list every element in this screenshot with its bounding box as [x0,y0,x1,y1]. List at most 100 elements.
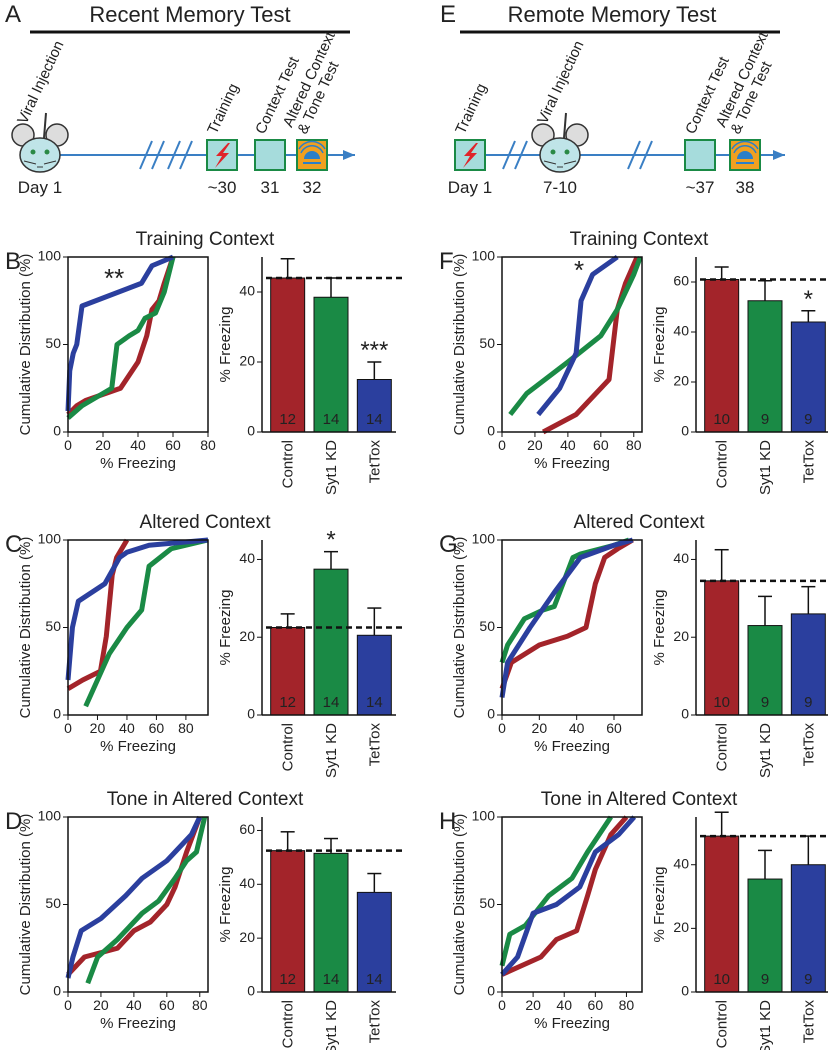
bar [790,864,826,993]
axis-break [167,140,193,170]
x-tick-label: 20 [93,997,109,1013]
x-tick-label: 20 [95,437,111,453]
x-tick-label: 20 [527,437,543,453]
axis-break [502,140,528,170]
event-box [684,139,716,171]
x-tick-label: 0 [64,720,72,736]
y-tick-label: 100 [38,248,62,264]
n-label: 14 [323,694,340,711]
panel-letter: G [439,531,458,558]
bar [313,568,349,716]
event-label-group: Training [204,81,242,137]
x-tick-label: 60 [165,437,181,453]
cumulative-line [83,537,209,708]
y-tick-label: 100 [38,808,62,824]
event-day: Day 1 [448,178,492,197]
panel-letter: B [5,248,21,275]
y-axis-label: % Freezing [651,590,668,666]
mouse-whiskers [543,160,577,168]
timeline-title: Remote Memory Test [508,2,717,27]
x-tick-label: 0 [64,997,72,1013]
x-tick-label: 60 [149,720,165,736]
x-tick-label: Control [280,1000,297,1048]
event-box [254,139,286,171]
y-tick-label: 50 [45,895,61,911]
mouse-whiskers [23,160,57,168]
y-tick-label: 0 [53,983,61,999]
y-tick-label: 0 [53,706,61,722]
n-label: 14 [323,971,340,988]
n-label: 14 [366,694,383,711]
x-tick-label: 80 [619,997,635,1013]
cumulative-line [499,537,634,690]
event-day: ~37 [686,178,715,197]
y-tick-label: 0 [681,983,689,999]
x-tick-label: Control [280,440,297,488]
n-label: 12 [279,971,296,988]
x-tick-label: TetTox [800,440,817,484]
bar [747,625,783,716]
significance: * [326,527,335,554]
event-label: Training [204,81,242,137]
mouse-head [539,137,581,173]
x-tick-label: 0 [498,437,506,453]
y-tick-label: 0 [247,706,255,722]
significance: * [574,255,584,285]
n-label: 10 [713,694,730,711]
y-tick-label: 0 [487,983,495,999]
x-tick-label: Control [714,440,731,488]
shock-icon [215,143,230,168]
chart-title: Tone in Altered Context [541,789,738,810]
bar [790,321,826,433]
cumulative-line [499,537,634,698]
y-axis-label: % Freezing [651,867,668,943]
x-tick-label: Syt1 KD [757,440,774,495]
y-tick-label: 20 [239,929,255,945]
cumulative-line [85,816,208,985]
panel-letter: F [439,248,454,275]
y-tick-label: 40 [673,550,689,566]
n-label: 9 [804,694,812,711]
n-label: 9 [761,971,769,988]
y-tick-label: 60 [239,821,255,837]
mouse-head [19,137,61,173]
y-tick-label: 20 [673,373,689,389]
x-tick-label: TetTox [800,723,817,767]
x-axis-label: % Freezing [534,455,610,472]
event-day: 32 [303,178,322,197]
y-tick-label: 50 [479,618,495,634]
y-axis-label: Cumulative Distribution (%) [17,814,34,996]
cumulative-line [536,254,619,417]
event-day: 7-10 [543,178,577,197]
x-tick-label: 80 [178,720,194,736]
needle [43,112,47,139]
plot-frame [501,256,643,433]
panel-letter: C [5,531,22,558]
panel-letter: E [440,1,456,28]
bar [704,835,740,993]
y-tick-label: 20 [239,353,255,369]
mouse-eye [30,149,36,155]
mouse-eye [564,149,570,155]
bar [704,580,740,716]
y-tick-label: 40 [673,855,689,871]
needle [563,112,567,139]
x-tick-label: 60 [588,997,604,1013]
event-day: 31 [261,178,280,197]
n-label: 14 [323,411,340,428]
y-tick-label: 50 [479,895,495,911]
cumulative-line [499,815,613,967]
tone-waves [731,140,759,154]
x-axis-label: % Freezing [100,455,176,472]
x-axis-label: % Freezing [100,738,176,755]
x-tick-label: Syt1 KD [323,440,340,495]
n-label: 14 [366,971,383,988]
cumulative-line [65,815,203,979]
x-tick-label: 40 [126,997,142,1013]
significance: * [804,286,813,313]
y-axis-label: Cumulative Distribution (%) [17,254,34,436]
y-axis-label: Cumulative Distribution (%) [451,537,468,719]
chart-title: Altered Context [574,512,706,533]
x-tick-label: TetTox [366,1000,383,1044]
